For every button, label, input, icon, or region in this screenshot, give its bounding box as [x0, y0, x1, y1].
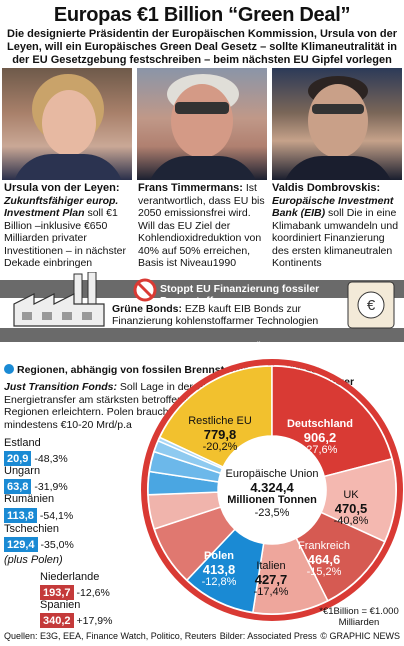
country-label-tschechien: Tschechien: [4, 523, 60, 535]
country-label-rumaenien: Rumänien: [4, 493, 55, 505]
legend-regions: Regionen, abhängig von fossilen Brennsto…: [4, 364, 250, 376]
polluter-ring: [141, 359, 403, 621]
slice-label-restliche-eu: Restliche EU 779,8 -20,2%: [188, 415, 252, 453]
country-label-estland: Estland: [4, 437, 41, 449]
factory-icon: [13, 272, 105, 327]
bio-von-der-leyen: Ursula von der Leyen: Zukunftsfähiger eu…: [4, 182, 126, 269]
just-transition-text: Just Transition Fonds: Soll Lage in der …: [4, 381, 213, 431]
emissions-header: Emissionen (entspricht Millionen Tonnen …: [4, 342, 340, 353]
country-box-ungarn: 63,8 -31,9%: [4, 479, 71, 494]
footer-pictures: Bilder: Associated Press: [219, 631, 317, 641]
footer-sources: Quellen: E3G, EEA, Finance Watch, Politi…: [4, 631, 217, 641]
portrait-dombrovskis: [272, 68, 402, 180]
slice-label-uk: UK 470,5 -40,8%: [333, 489, 369, 527]
bio-timmermans: Frans Timmermans: Ist verantwortlich, da…: [138, 182, 265, 269]
euro-note-icon: €: [347, 281, 395, 329]
page-title: Europas €1 Billion “Green Deal”: [53, 4, 351, 26]
slice-label-italien: Italien 427,7 -17,4%: [253, 560, 289, 598]
footer-copyright: © GRAPHIC NEWS: [320, 631, 400, 641]
donut-hole: [218, 436, 326, 544]
slice-label-deutschland: Deutschland 906,2 -27,6%: [286, 418, 353, 456]
country-label-niederlande: Niederlande: [40, 571, 100, 583]
footer: Quellen: E3G, EEA, Finance Watch, Politi…: [4, 631, 400, 641]
slice-label-polen: Polen 413,8 -12,8%: [201, 550, 237, 588]
donut-slice-deutschland: [271, 365, 393, 478]
page-subtitle: Die designierte Präsidentin der Europäis…: [6, 28, 398, 66]
bio-dombrovskis: Valdis Dombrovskis: Europäische Investme…: [272, 182, 399, 269]
country-box-estland: 20,9 -48,3%: [4, 451, 71, 466]
billion-note: *€1Billion = €1.000 Milliarden: [319, 606, 399, 628]
slice-label-frankreich: Frankreich 464,6 -15,2%: [298, 540, 350, 578]
country-box-spanien: 340,2 +17,9%: [40, 613, 116, 628]
country-box-rumaenien: 113,8 -54,1%: [4, 508, 77, 523]
country-label-spanien: Spanien: [40, 599, 81, 611]
green-bonds-banner: Grüne Bonds: EZB kauft EIB Bonds zur Fin…: [112, 303, 319, 327]
donut-center-label: Europäische Union 4.324,4 Millionen Tonn…: [225, 468, 319, 519]
svg-text:€: €: [367, 297, 376, 314]
portrait-von-der-leyen: [2, 68, 132, 180]
prohibition-icon: [133, 278, 157, 302]
country-box-niederlande: 193,7 -12,6%: [40, 585, 113, 600]
blue-dot-icon: [4, 364, 14, 374]
banner-illustration: €: [0, 272, 404, 342]
fossil-banner: Stoppt EU Finanzierung fossiler Brennsto…: [160, 283, 320, 307]
emissions-donut-chart: [141, 359, 403, 621]
country-box-tschechien: 129,4 -35,0%: [4, 537, 77, 552]
plus-polen-note: (plus Polen): [4, 554, 63, 566]
country-label-ungarn: Ungarn: [4, 465, 41, 477]
portrait-timmermans: [137, 68, 267, 180]
